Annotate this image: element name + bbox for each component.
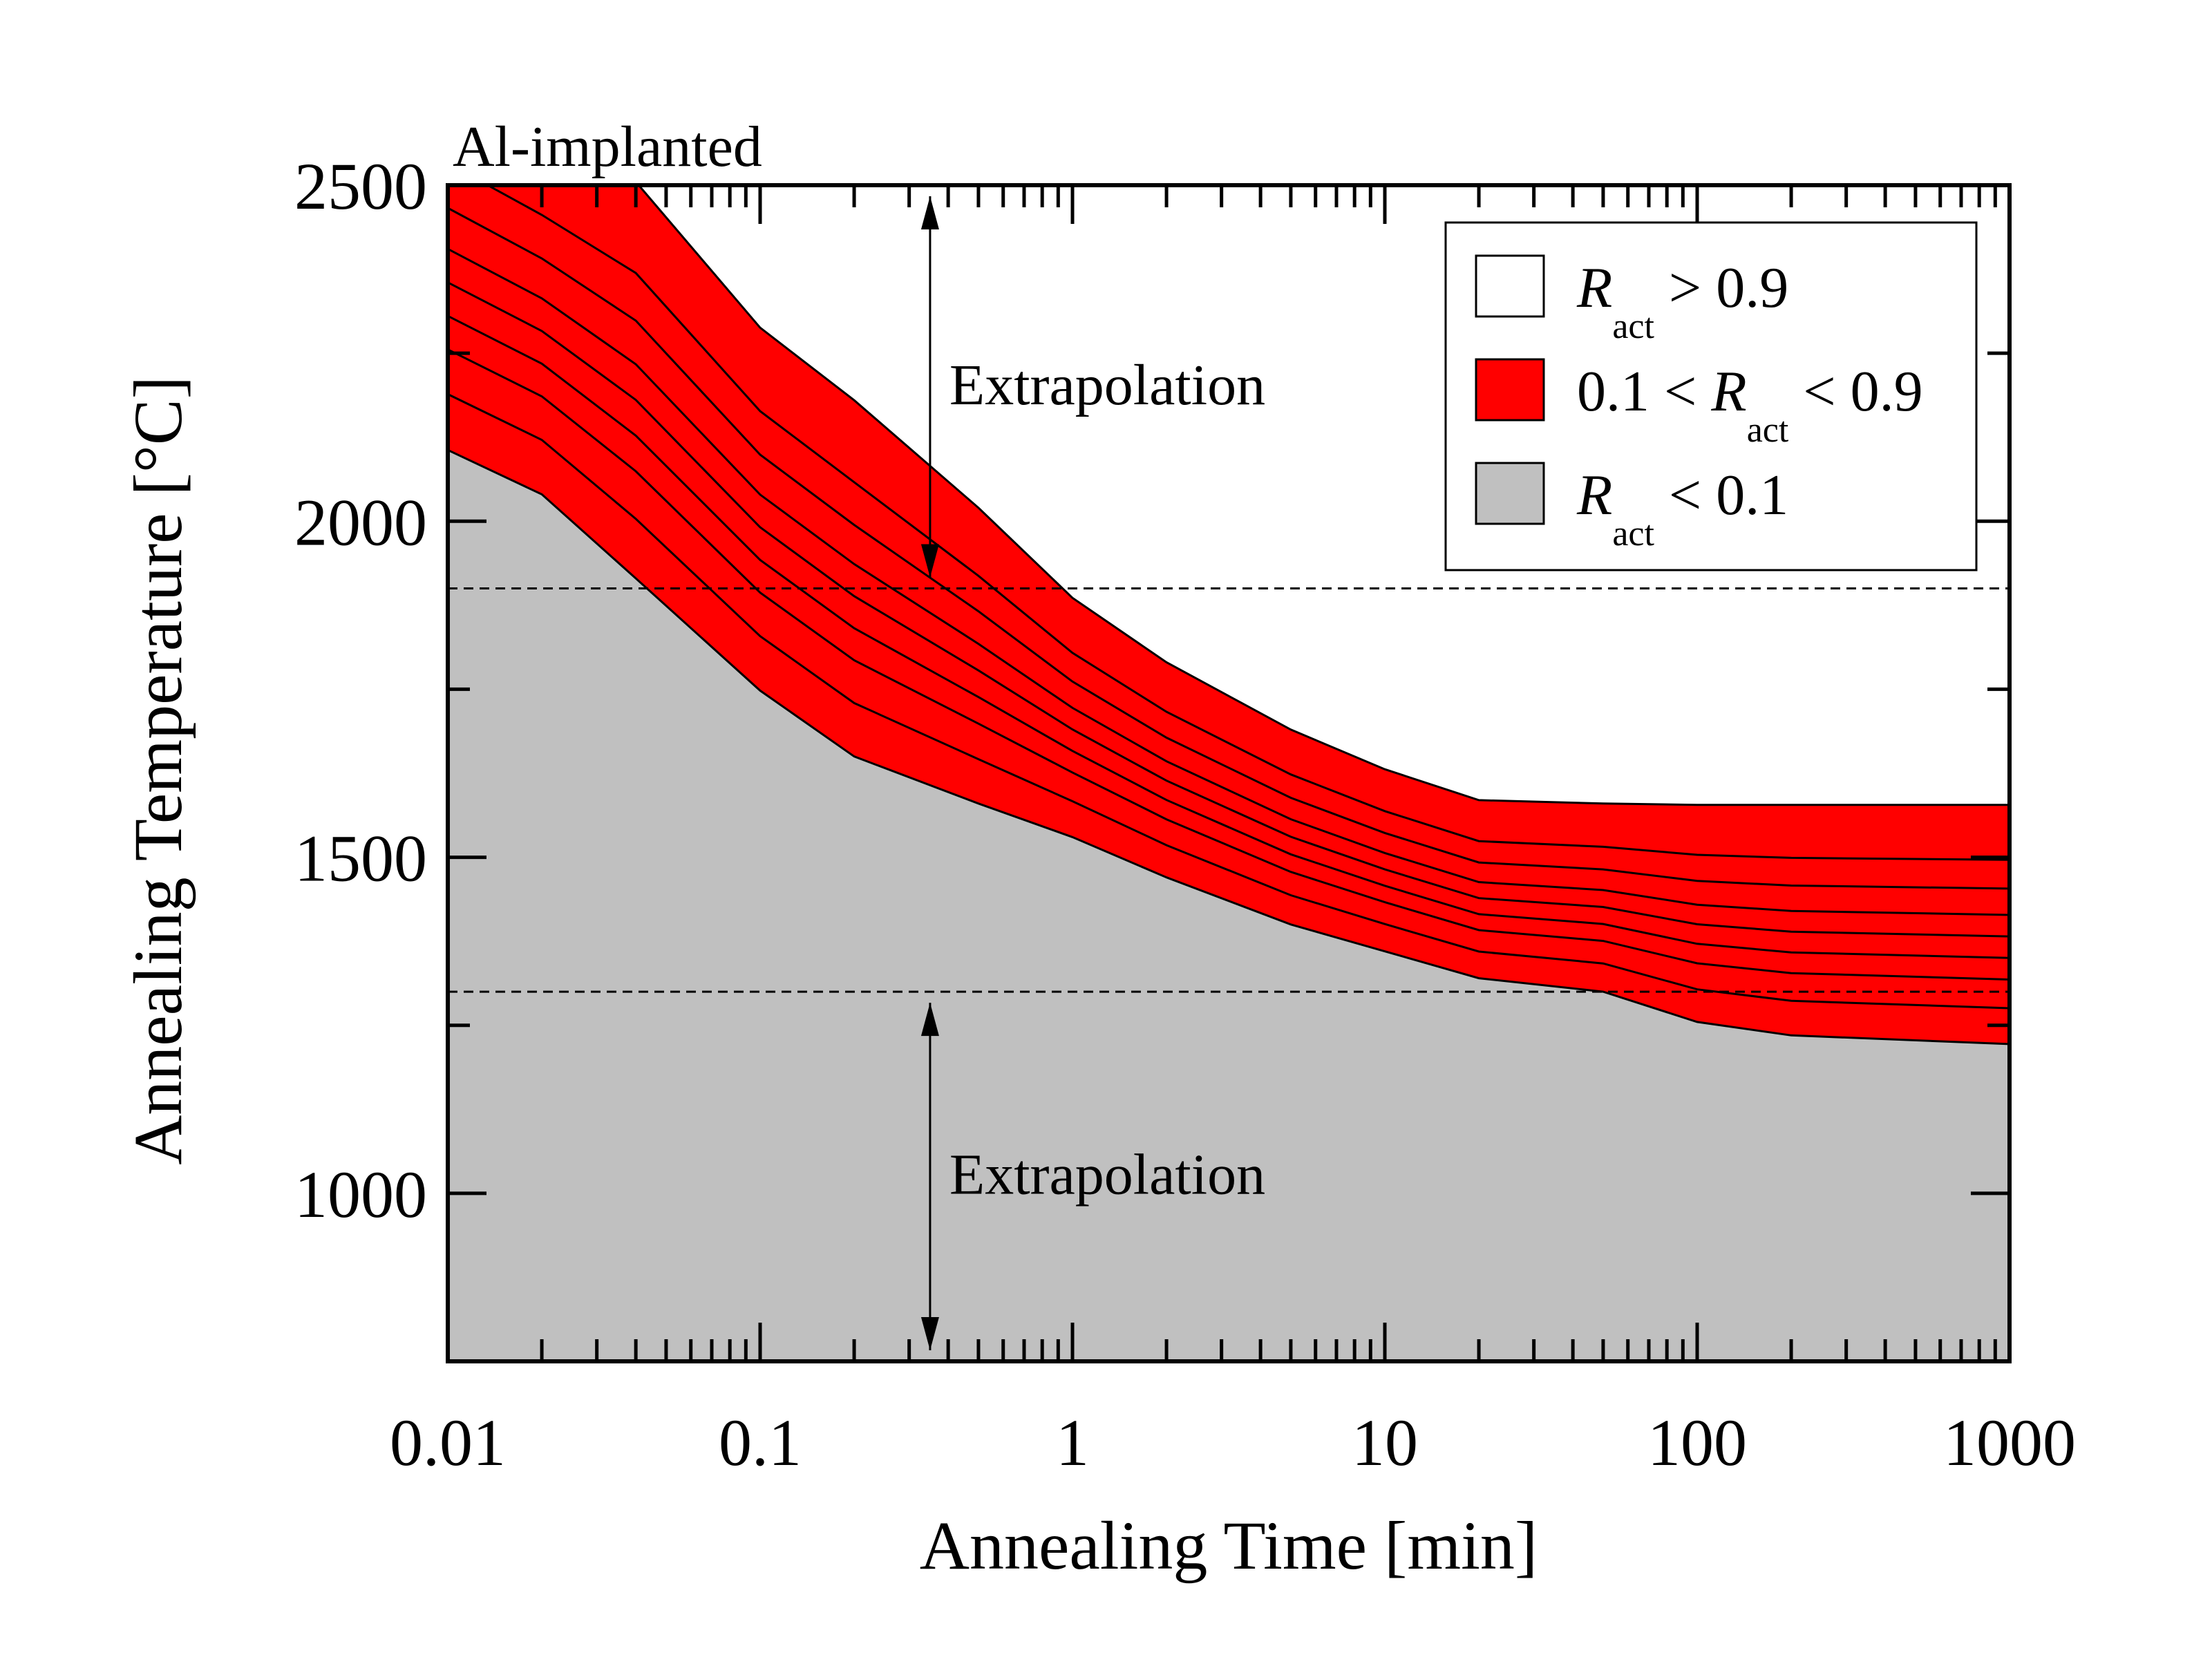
contour-line-0.7 [448,207,2010,890]
contour-line-0.1 [448,448,2010,1046]
x-tick-label: 10 [1352,1406,1418,1479]
annotation-label: Extrapolation [949,1143,1265,1207]
plot-area: Extrapolation Extrapolation [446,183,2012,1363]
x-tick-label: 1000 [1943,1406,2076,1479]
contour-line-0.5 [448,281,2010,938]
legend-label: Ract > 0.9 [1576,256,1788,346]
region-mid [448,185,2010,1044]
arrow-head-down-icon [920,544,939,578]
legend-label: 0.1 < Ract < 0.9 [1577,359,1923,450]
x-tick-label: 0.1 [719,1406,802,1479]
corner-label: Al-implanted [453,115,762,179]
y-axis-title: Annealing Temperature [°C] [120,376,196,1165]
arrow-head-up-icon [920,196,939,229]
legend-swatch [1475,254,1545,318]
y-tick-label: 1000 [294,1157,427,1231]
x-tick-label: 100 [1647,1406,1747,1479]
x-axis-title: Annealing Time [min] [920,1507,1538,1584]
contour-line-0.4 [448,314,2010,959]
y-tick-label: 2000 [294,485,427,559]
legend: Ract > 0.9 0.1 < Ract < 0.9 Ract < 0.1 [1444,221,1978,571]
contour-line-0.3 [448,348,2010,981]
arrow-head-down-icon [920,1317,939,1350]
contour-line-0.2 [448,393,2010,1010]
legend-label: Ract < 0.1 [1576,463,1788,554]
y-tick-label: 2500 [294,149,427,223]
x-tick-label: 0.01 [390,1406,506,1479]
contour-line-0.9 [637,185,2010,806]
plot-content [448,185,2010,1361]
legend-swatch [1475,462,1545,525]
contour-line-0.8 [485,185,2010,861]
y-tick-label: 1500 [294,822,427,896]
annotation-label: Extrapolation [949,353,1265,417]
x-tick-label: 1 [1056,1406,1089,1479]
contour-line-0.6 [448,247,2010,916]
legend-swatch [1475,358,1545,422]
region-low [448,450,2010,1361]
plot-frame [446,183,2012,1363]
arrow-head-up-icon [920,1003,939,1037]
